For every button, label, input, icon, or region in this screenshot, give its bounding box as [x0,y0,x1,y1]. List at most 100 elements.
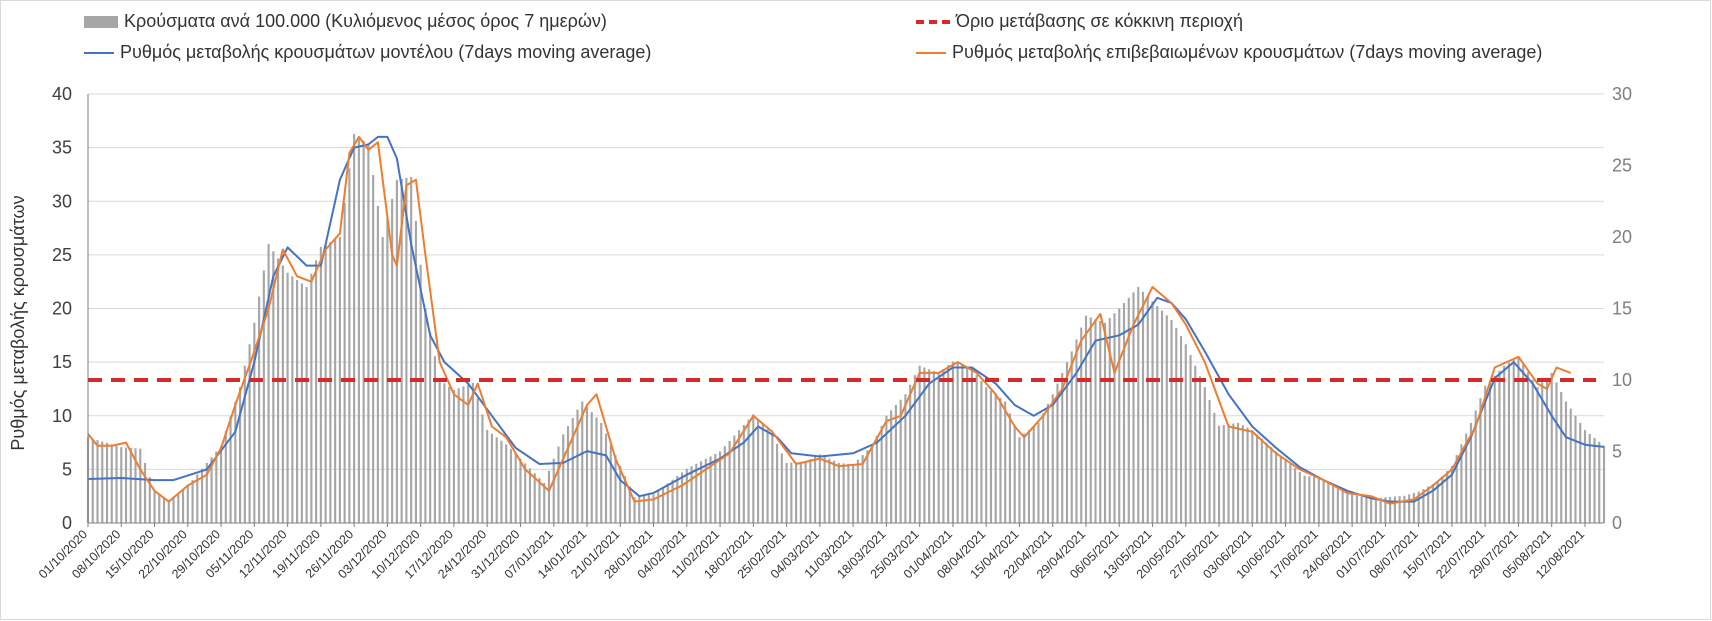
bar [1574,415,1577,523]
bar [429,332,432,523]
bar [1555,382,1558,523]
legend-label-threshold: Όριο μετάβασης σε κόκκινη περιοχή [956,11,1244,31]
bar [533,473,536,523]
bar [186,485,189,523]
bar [1213,412,1216,523]
bar [904,394,907,523]
bar [362,140,365,524]
bar [994,394,997,523]
bar [543,482,546,523]
bar [1170,319,1173,523]
bar [562,434,565,523]
bar [1132,292,1135,523]
bar [985,387,988,523]
bar [937,372,940,523]
bar [738,430,741,523]
bar [1408,494,1411,523]
y-axis-title: Ρυθμός μεταβολής κρουσμάτων [8,195,28,450]
bar [951,361,954,523]
bar [1541,382,1544,523]
bar [823,456,826,523]
bar [215,451,218,523]
y-tick-right: 25 [1612,156,1632,176]
bar [167,500,170,523]
legend-item-model: Ρυθμός μεταβολής κρουσμάτων μοντέλου (7d… [84,42,651,63]
bar [158,494,161,523]
bar [1227,424,1230,523]
bar [757,419,760,523]
bar [852,464,855,523]
bar [1593,437,1596,523]
bar [894,405,897,523]
y-tick-right: 20 [1612,227,1632,247]
bar [1013,425,1016,523]
bar [1389,496,1392,523]
bar [861,455,864,523]
bar [885,415,888,523]
bar [367,144,370,524]
bar [923,367,926,523]
bar [476,398,479,523]
bar [752,414,755,523]
bar [324,244,327,523]
bar [547,470,551,523]
bar [980,380,983,523]
y-tick-left: 0 [62,513,72,533]
bar [1023,433,1026,523]
bar [1460,444,1463,523]
bar [1346,492,1349,523]
bar [1032,426,1035,523]
bar [875,435,878,523]
bar [239,387,242,523]
y-tick-left: 30 [52,191,72,211]
bar [1479,398,1482,523]
bar [1080,327,1083,523]
bar [1579,422,1582,523]
bar [680,472,684,523]
bar [966,366,969,523]
bar [357,137,360,524]
bar [486,430,489,523]
bar [1450,465,1453,523]
bar [552,458,555,523]
bar [975,374,978,523]
legend-label-cases: Κρούσματα ανά 100.000 (Κυλιόμενος μέσος … [124,11,607,31]
bar [495,437,498,523]
bar [1113,313,1116,523]
bar [277,258,280,523]
legend-swatch-confirmed [916,51,946,54]
bar [433,356,436,523]
bar [1156,305,1159,523]
bar [1236,422,1240,523]
bar [1484,385,1487,523]
bar [1251,430,1254,523]
bar [1536,387,1539,523]
bar [1412,492,1415,523]
bar [1588,433,1591,523]
bar [970,368,974,523]
y-tick-right: 5 [1612,442,1622,462]
bar [101,441,104,523]
bar [1365,497,1368,523]
y-tick-right: 10 [1612,370,1632,390]
y-tick-left: 10 [52,406,72,426]
bar [1503,365,1506,523]
legend-swatch-model [84,51,114,54]
bar [1103,322,1107,523]
bar [1455,455,1458,523]
bar [614,455,617,523]
bar [600,422,603,523]
bar [899,399,902,523]
bar [120,447,123,523]
bar [191,480,194,523]
bar [210,457,213,523]
bar [248,344,251,523]
bar [443,383,446,523]
bar [1194,365,1197,523]
bar [310,273,313,523]
bar [1583,430,1587,523]
bar [538,478,541,523]
bar [419,264,422,523]
bar [424,308,427,523]
bar [229,416,232,523]
